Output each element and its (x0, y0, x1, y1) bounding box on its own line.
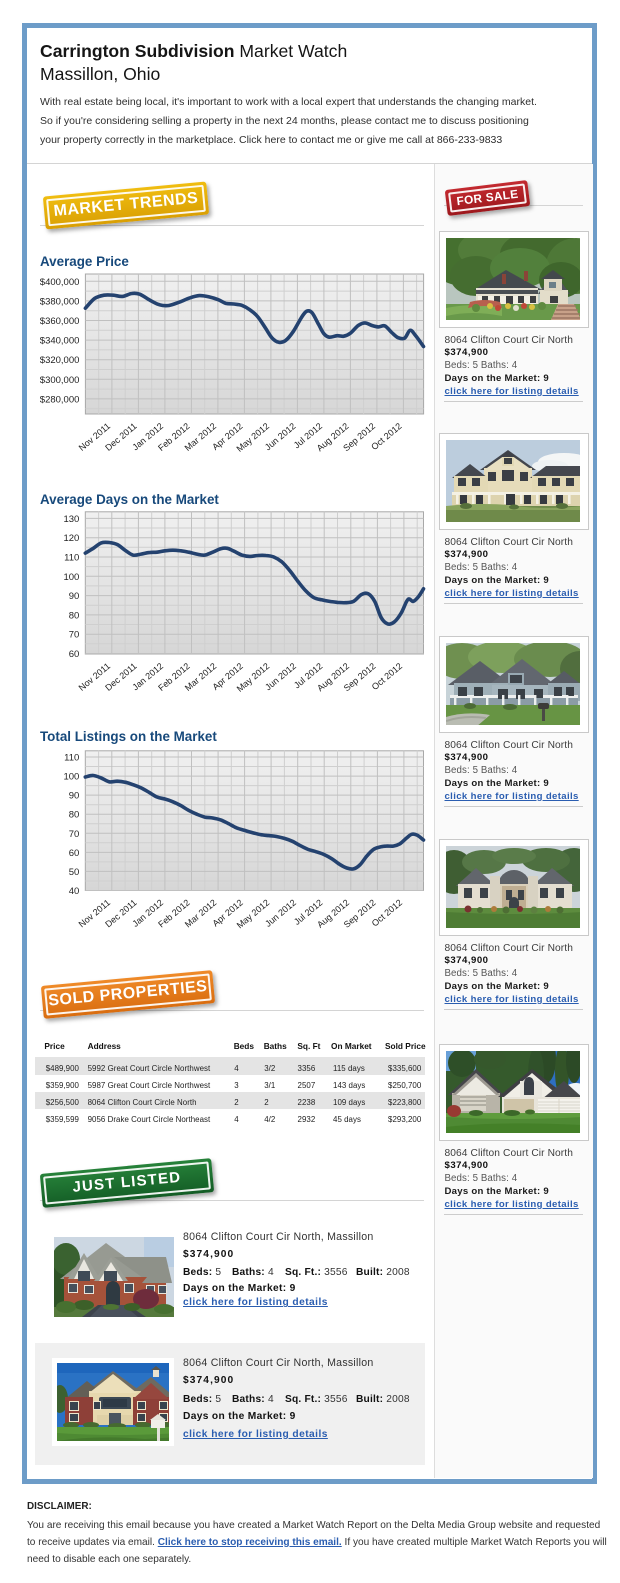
svg-text:90: 90 (69, 791, 80, 802)
svg-text:$320,000: $320,000 (40, 355, 79, 366)
svg-text:70: 70 (69, 630, 80, 641)
svg-text:70: 70 (69, 829, 80, 840)
svg-text:40: 40 (69, 886, 80, 897)
svg-text:$340,000: $340,000 (40, 336, 79, 347)
svg-text:$400,000: $400,000 (40, 277, 79, 288)
svg-text:110: 110 (64, 753, 79, 764)
svg-text:80: 80 (69, 610, 80, 621)
svg-text:$300,000: $300,000 (40, 375, 79, 386)
svg-text:60: 60 (69, 649, 80, 660)
svg-text:$360,000: $360,000 (40, 316, 79, 327)
svg-text:100: 100 (63, 572, 79, 583)
svg-text:130: 130 (63, 514, 79, 525)
svg-text:$280,000: $280,000 (40, 394, 79, 405)
svg-text:90: 90 (69, 591, 80, 602)
svg-text:$380,000: $380,000 (40, 296, 79, 307)
svg-text:110: 110 (64, 553, 79, 564)
svg-text:60: 60 (69, 848, 80, 859)
svg-text:80: 80 (69, 810, 80, 821)
svg-text:100: 100 (63, 772, 79, 783)
svg-text:120: 120 (63, 533, 79, 544)
svg-text:50: 50 (69, 867, 80, 878)
